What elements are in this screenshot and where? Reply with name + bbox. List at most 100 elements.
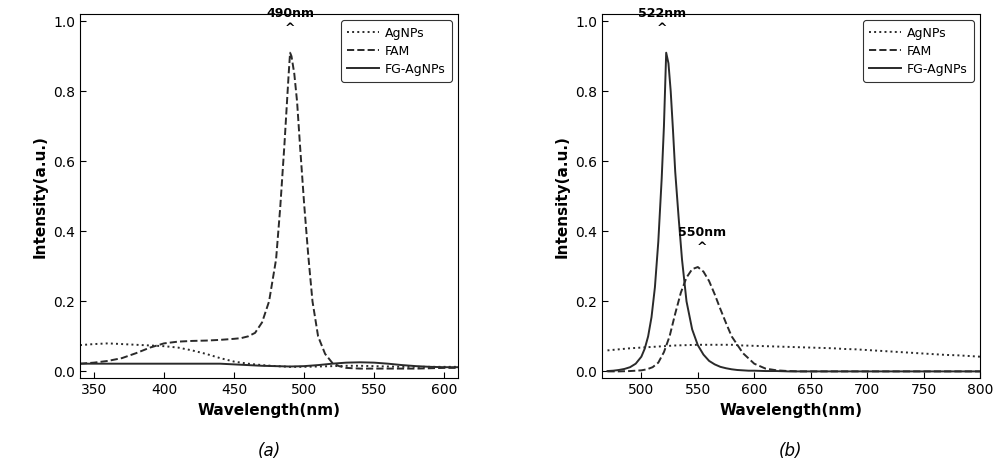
FAM	[850, 368, 862, 374]
FAM	[298, 201, 310, 206]
FAM	[288, 71, 300, 77]
FG-AgNPs	[782, 368, 794, 374]
FAM	[793, 368, 805, 374]
FAM	[839, 368, 851, 374]
FAM	[720, 320, 732, 326]
AgNPs	[424, 364, 436, 370]
FG-AgNPs	[354, 359, 366, 365]
FAM	[319, 351, 331, 357]
AgNPs	[793, 344, 805, 350]
FG-AgNPs	[743, 368, 755, 374]
FG-AgNPs	[410, 363, 422, 369]
FG-AgNPs	[158, 361, 170, 367]
FG-AgNPs	[816, 368, 828, 374]
AgNPs	[613, 347, 625, 352]
FAM	[624, 368, 636, 374]
FAM	[130, 350, 142, 356]
FAM	[601, 368, 613, 374]
AgNPs	[895, 349, 907, 355]
FG-AgNPs	[326, 361, 338, 367]
FG-AgNPs	[669, 169, 681, 175]
FG-AgNPs	[312, 362, 324, 368]
FAM	[438, 365, 450, 371]
FAM	[703, 278, 715, 284]
FG-AgNPs	[760, 368, 772, 374]
AgNPs	[624, 345, 636, 351]
AgNPs	[861, 347, 873, 353]
FAM	[74, 361, 86, 367]
FAM	[270, 256, 282, 262]
FAM	[737, 350, 749, 356]
FG-AgNPs	[284, 364, 296, 369]
AgNPs	[368, 363, 380, 369]
FAM	[274, 204, 286, 210]
FG-AgNPs	[649, 285, 661, 290]
AgNPs	[382, 364, 394, 369]
Text: (b): (b)	[779, 442, 803, 460]
FAM	[805, 368, 817, 374]
FG-AgNPs	[662, 61, 674, 66]
FAM	[256, 320, 268, 325]
FG-AgNPs	[656, 176, 668, 182]
FAM	[940, 368, 952, 374]
FG-AgNPs	[681, 298, 693, 304]
FG-AgNPs	[624, 364, 636, 370]
FG-AgNPs	[660, 50, 672, 55]
FG-AgNPs	[601, 368, 613, 374]
AgNPs	[884, 349, 896, 354]
FG-AgNPs	[974, 368, 986, 374]
AgNPs	[816, 345, 828, 351]
Legend: AgNPs, FAM, FG-AgNPs: AgNPs, FAM, FG-AgNPs	[341, 20, 452, 82]
AgNPs	[940, 352, 952, 358]
Text: 522nm
^: 522nm ^	[638, 7, 686, 35]
FG-AgNPs	[368, 360, 380, 366]
FG-AgNPs	[613, 367, 625, 373]
FAM	[664, 333, 676, 339]
FG-AgNPs	[642, 333, 654, 339]
FG-AgNPs	[714, 364, 726, 370]
FAM	[354, 366, 366, 371]
FAM	[647, 364, 659, 370]
FAM	[686, 266, 698, 272]
FAM	[312, 333, 324, 339]
FAM	[235, 335, 247, 341]
FAM	[974, 368, 986, 374]
FAM	[692, 264, 704, 270]
FAM	[872, 368, 884, 374]
FG-AgNPs	[667, 127, 679, 132]
FAM	[333, 363, 345, 369]
FAM	[228, 336, 240, 342]
FG-AgNPs	[228, 361, 240, 367]
AgNPs	[951, 352, 963, 358]
Text: 490nm
^: 490nm ^	[266, 7, 314, 35]
FAM	[102, 358, 114, 364]
FAM	[294, 141, 306, 147]
FAM	[424, 366, 436, 371]
Text: 550nm
^: 550nm ^	[678, 226, 726, 254]
AgNPs	[354, 363, 366, 368]
FG-AgNPs	[607, 368, 619, 374]
FAM	[906, 368, 918, 374]
FAM	[144, 345, 156, 350]
FAM	[827, 368, 839, 374]
FG-AgNPs	[918, 368, 930, 374]
AgNPs	[601, 348, 613, 353]
AgNPs	[771, 344, 783, 350]
FG-AgNPs	[200, 361, 212, 367]
FG-AgNPs	[172, 361, 184, 367]
FG-AgNPs	[102, 361, 114, 367]
AgNPs	[782, 344, 794, 350]
FG-AgNPs	[709, 361, 721, 367]
FAM	[771, 368, 783, 373]
FG-AgNPs	[635, 354, 647, 359]
FAM	[306, 298, 318, 304]
FAM	[285, 53, 297, 59]
AgNPs	[669, 342, 681, 348]
FG-AgNPs	[242, 362, 254, 368]
X-axis label: Wavelength(nm): Wavelength(nm)	[198, 403, 341, 418]
FG-AgNPs	[827, 368, 839, 374]
FAM	[283, 71, 295, 77]
AgNPs	[737, 342, 749, 348]
AgNPs	[918, 350, 930, 356]
AgNPs	[827, 345, 839, 351]
